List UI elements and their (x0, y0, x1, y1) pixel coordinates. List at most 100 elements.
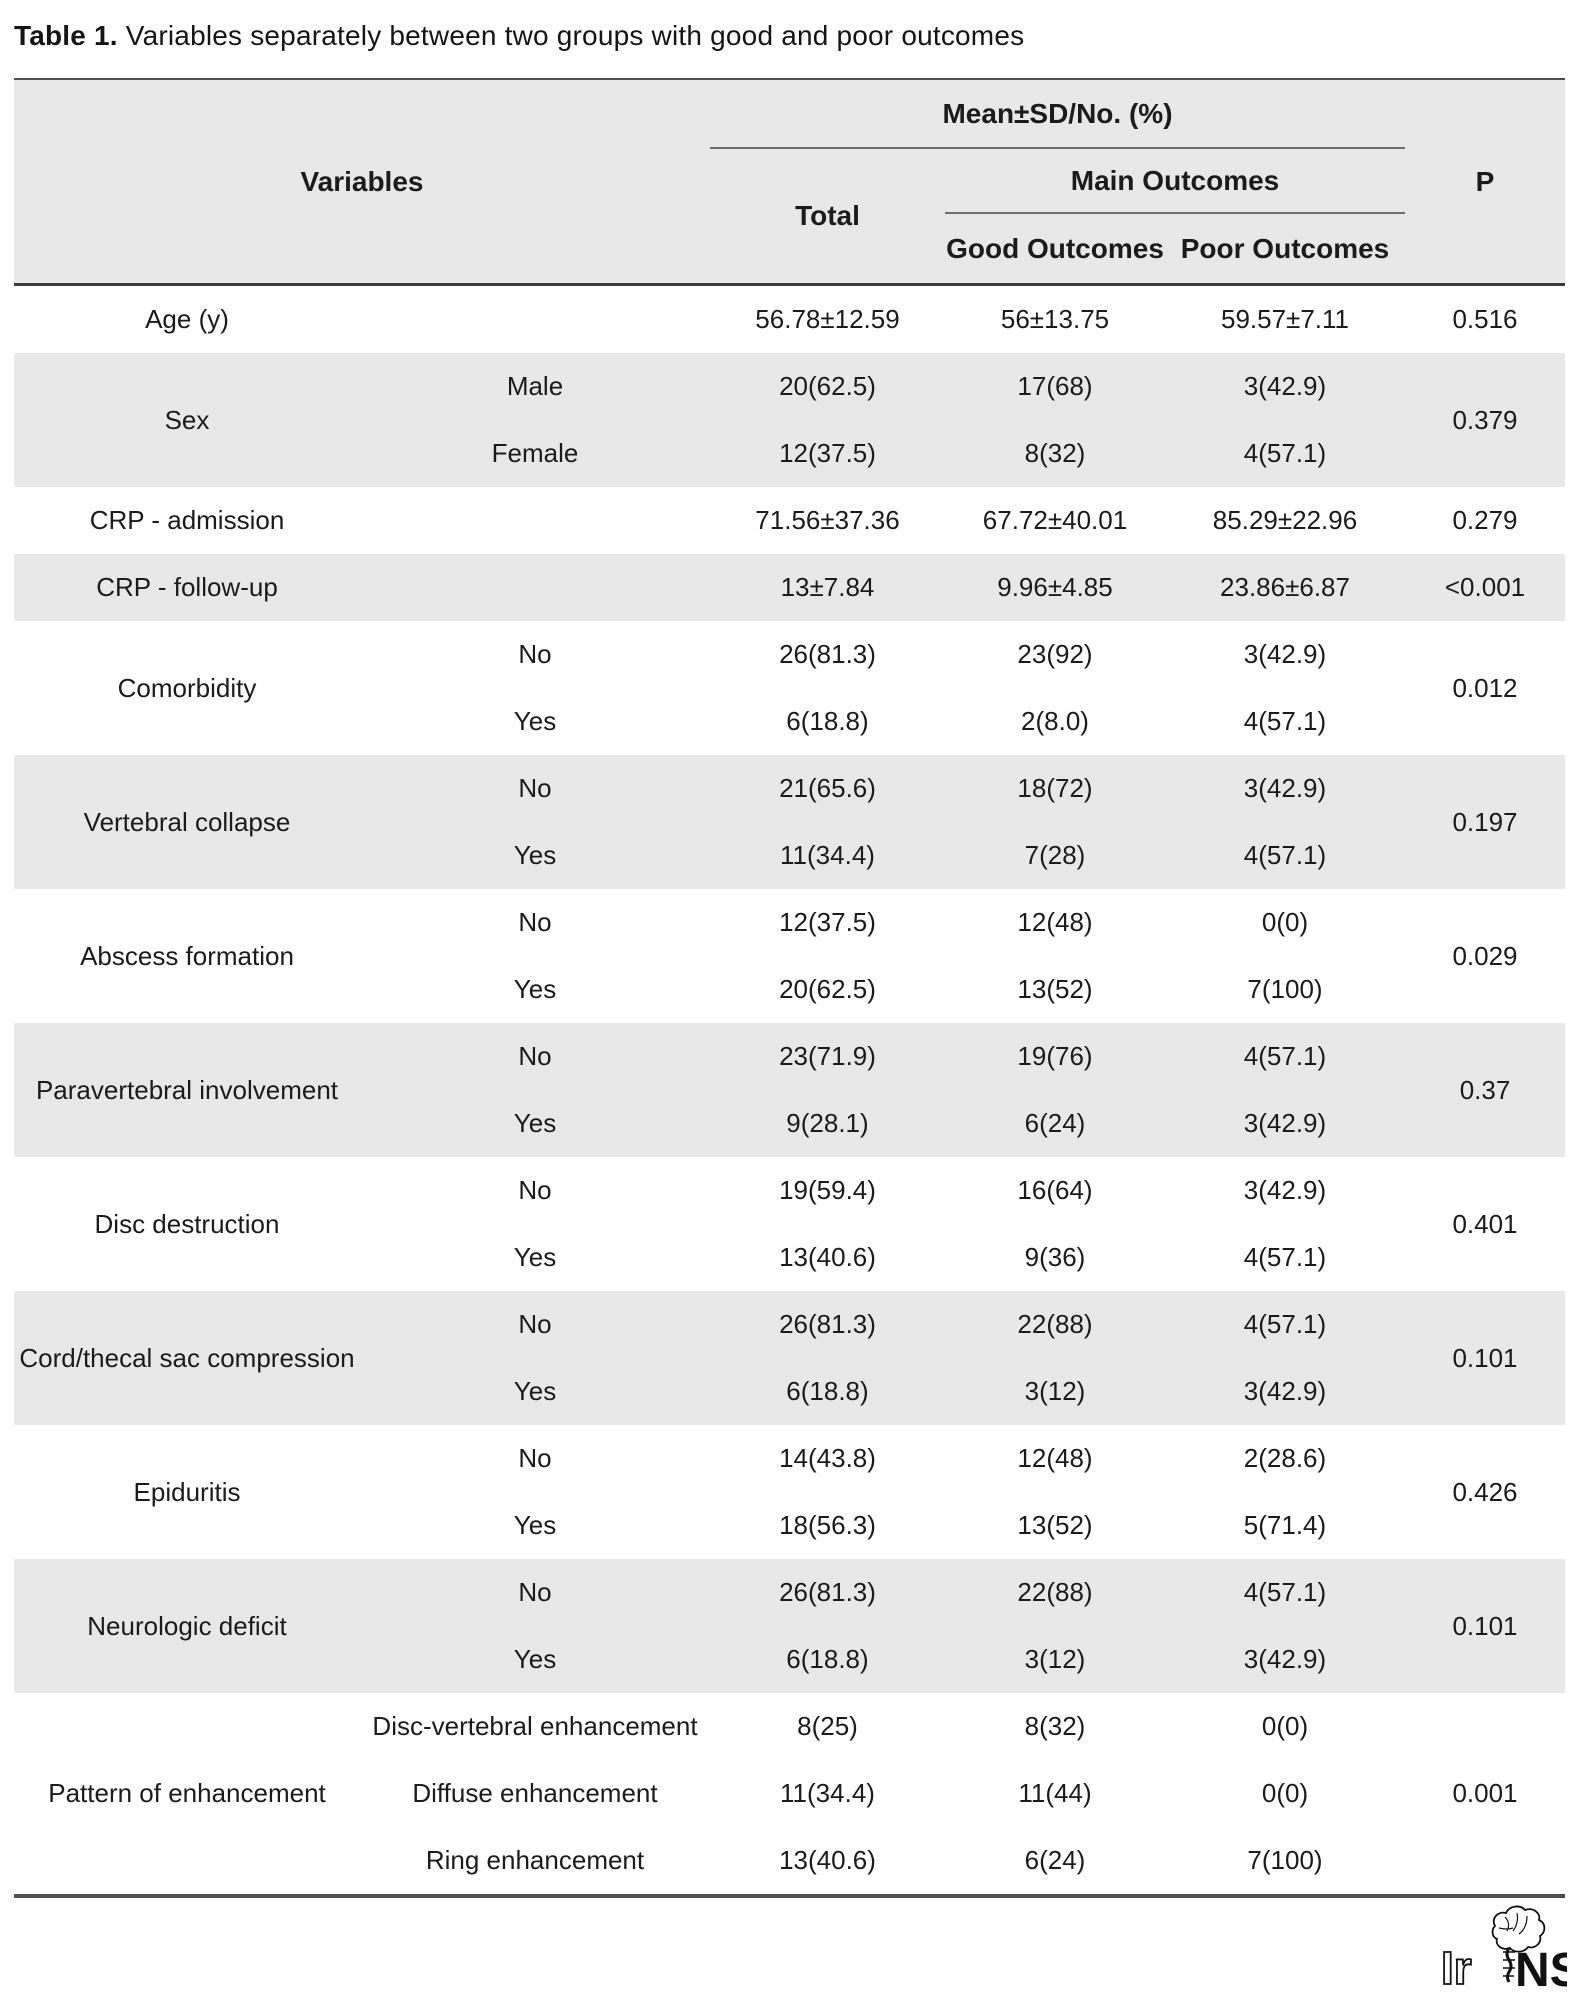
total-value: 6(18.8) (786, 706, 869, 736)
subcategory-label: No (518, 1577, 552, 1607)
journal-logo: Ir NS (1440, 1905, 1567, 1992)
p-value: 0.379 (1452, 404, 1518, 435)
good-value: 13(52) (1017, 1510, 1093, 1540)
subcategory-label: Female (491, 438, 579, 468)
poor-value: 3(42.9) (1243, 639, 1327, 669)
variable-label: Cord/thecal sac compression (19, 1342, 355, 1373)
p-value: 0.279 (1452, 505, 1518, 535)
poor-value: 3(42.9) (1243, 1376, 1327, 1406)
variable-label: Comorbidity (117, 672, 257, 703)
subcategory-label: Yes (513, 1242, 557, 1272)
total-value: 23(71.9) (779, 1041, 876, 1071)
good-value: 3(12) (1024, 1644, 1086, 1674)
subcategory-label: Yes (513, 1644, 557, 1674)
total-value: 13(40.6) (779, 1242, 876, 1272)
poor-value: 3(42.9) (1243, 773, 1327, 803)
good-value: 11(44) (1018, 1778, 1092, 1808)
total-value: 12(37.5) (779, 438, 876, 468)
total-value: 13(40.6) (779, 1845, 876, 1875)
poor-value: 23.86±6.87 (1220, 572, 1350, 602)
p-value: <0.001 (1444, 572, 1526, 602)
subcategory-label: No (518, 1041, 552, 1071)
poor-value: 4(57.1) (1243, 1041, 1327, 1071)
subcategory-label (360, 487, 710, 554)
outcomes-table: Variables Mean±SD/No. (%) P Total Main O… (14, 78, 1565, 1898)
poor-value: 59.57±7.11 (1220, 304, 1349, 334)
subcategory-label (360, 286, 710, 353)
poor-value: 3(42.9) (1243, 1644, 1327, 1674)
subcategory-label: Yes (513, 840, 557, 870)
good-value: 22(88) (1017, 1577, 1093, 1607)
p-value: 0.001 (1452, 1778, 1518, 1808)
poor-value: 4(57.1) (1243, 1309, 1327, 1339)
subcategory-label: No (518, 1443, 552, 1473)
poor-value: 5(71.4) (1243, 1510, 1327, 1540)
footer: Ir NS (0, 1900, 1579, 1992)
table-row-group-crp-admission: CRP - admission 71.56±37.36 67.72±40.01 … (14, 487, 1565, 554)
table-row-group-comorbidity: Comorbidity No 26(81.3) 23(92) 3(42.9) 0… (14, 621, 1565, 755)
table-row-group-crp-followup: CRP - follow-up 13±7.84 9.96±4.85 23.86±… (14, 554, 1565, 621)
total-value: 18(56.3) (779, 1510, 876, 1540)
good-value: 23(92) (1017, 639, 1093, 669)
total-value: 71.56±37.36 (755, 505, 900, 535)
p-value: 0.516 (1452, 304, 1518, 334)
subcategory-label: No (518, 907, 552, 937)
total-value: 8(25) (797, 1711, 858, 1741)
poor-value: 0(0) (1261, 907, 1309, 937)
subcategory-label: No (518, 1309, 552, 1339)
table-row-group-age: Age (y) 56.78±12.59 56±13.75 59.57±7.11 … (14, 286, 1565, 353)
subcategory-label: Disc-vertebral enhancement (372, 1711, 698, 1741)
table-row-group-sex: Sex Male 20(62.5) 17(68) 3(42.9) 0.379 F… (14, 353, 1565, 487)
total-value: 13±7.84 (780, 572, 875, 602)
variable-label: Pattern of enhancement (48, 1778, 326, 1808)
poor-value: 85.29±22.96 (1212, 505, 1358, 535)
good-value: 67.72±40.01 (982, 505, 1128, 535)
p-value: 0.197 (1452, 806, 1518, 837)
header-poor-outcomes: Poor Outcomes (1180, 232, 1390, 264)
subcategory-label: Yes (513, 974, 557, 1004)
good-value: 19(76) (1017, 1041, 1093, 1071)
table-caption-text: Variables separately between two groups … (117, 20, 1025, 51)
good-value: 3(12) (1024, 1376, 1086, 1406)
header-good-outcomes: Good Outcomes (946, 232, 1164, 264)
good-value: 12(48) (1017, 907, 1093, 937)
poor-value: 4(57.1) (1243, 438, 1327, 468)
table-row-group-disc-destruction: Disc destruction No 19(59.4) 16(64) 3(42… (14, 1157, 1565, 1291)
poor-value: 7(100) (1247, 1845, 1323, 1875)
subcategory-label: Male (506, 371, 564, 401)
header-p-value: P (1475, 165, 1495, 197)
good-value: 9(36) (1024, 1242, 1086, 1272)
subcategory-label (360, 554, 710, 621)
total-value: 26(81.3) (779, 1577, 876, 1607)
subcategory-label: Yes (513, 1376, 557, 1406)
poor-value: 7(100) (1247, 974, 1323, 1004)
p-value: 0.37 (1459, 1074, 1511, 1105)
subcategory-label: Ring enhancement (425, 1845, 645, 1875)
good-value: 8(32) (1024, 1711, 1086, 1741)
logo-text-ir: Ir (1441, 1942, 1472, 1992)
poor-value: 0(0) (1261, 1778, 1309, 1808)
variable-label: Age (y) (145, 304, 229, 334)
header-main-outcomes: Main Outcomes (945, 149, 1405, 214)
table-row-group-paravertebral: Paravertebral involvement No 23(71.9) 19… (14, 1023, 1565, 1157)
good-value: 22(88) (1017, 1309, 1093, 1339)
variable-label: CRP - admission (89, 505, 285, 535)
logo-text-ns: NS (1515, 1944, 1567, 1992)
p-value: 0.012 (1452, 672, 1518, 703)
poor-value: 4(57.1) (1243, 840, 1327, 870)
poor-value: 2(28.6) (1243, 1443, 1327, 1473)
good-value: 13(52) (1017, 974, 1093, 1004)
good-value: 17(68) (1017, 371, 1093, 401)
variable-label: Sex (164, 404, 210, 435)
total-value: 6(18.8) (786, 1376, 869, 1406)
subcategory-label: No (518, 639, 552, 669)
table-header: Variables Mean±SD/No. (%) P Total Main O… (14, 78, 1565, 286)
good-value: 6(24) (1024, 1108, 1086, 1138)
total-value: 20(62.5) (779, 371, 876, 401)
poor-value: 3(42.9) (1243, 1175, 1327, 1205)
total-value: 56.78±12.59 (755, 304, 900, 334)
total-value: 19(59.4) (779, 1175, 876, 1205)
total-value: 21(65.6) (779, 773, 876, 803)
total-value: 11(34.4) (780, 1778, 875, 1808)
